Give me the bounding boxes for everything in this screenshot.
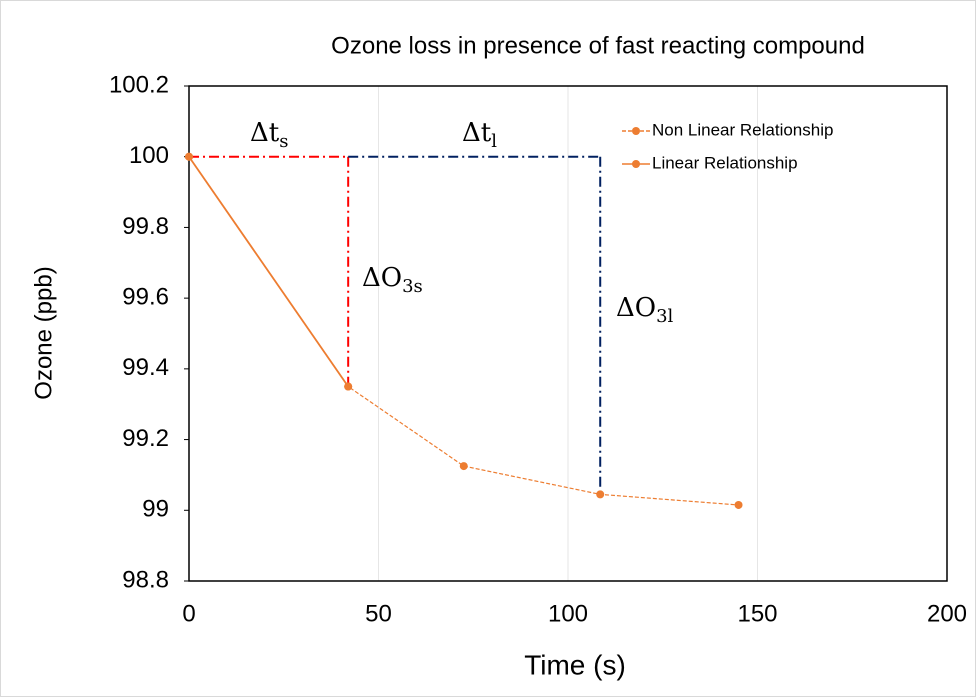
chart-title: Ozone loss in presence of fast reacting … [331,32,865,59]
x-tick-label: 0 [182,600,195,627]
legend-label: Non Linear Relationship [652,120,833,139]
annotation-subscript: s [279,131,288,152]
data-point [459,462,468,471]
annotation-text: ΔO [616,293,656,323]
plot-area [188,85,948,582]
data-point [185,152,193,161]
series-line [188,156,349,388]
x-tick-label: 200 [927,600,967,627]
legend-marker [632,160,640,168]
y-tick-label: 99.8 [122,213,169,240]
annotation: Δtl [462,118,497,152]
y-tick-label: 99 [142,496,169,523]
annotation-subscript: 3s [402,276,423,297]
annotation: Δts [250,118,288,152]
data-point [596,490,605,499]
y-tick-label: 100.2 [109,71,169,98]
y-tick-label: 100 [129,142,169,169]
annotation-text: Δt [250,118,280,148]
annotation-text: ΔO [362,263,402,293]
x-axis-label: Time (s) [524,649,626,680]
annotation-subscript: 3l [656,306,673,327]
x-tick-label: 150 [737,600,777,627]
x-tick-label: 100 [548,600,588,627]
x-tick-label: 50 [365,600,392,627]
annotation-text: Δt [462,118,492,148]
y-tick-label: 99.6 [122,283,169,310]
data-point [344,382,353,391]
annotation: ΔO3s [362,263,423,297]
y-tick-label: 99.4 [122,354,169,381]
y-tick-label: 99.2 [122,425,169,452]
annotation-subscript: l [491,131,497,152]
legend-label: Linear Relationship [652,153,798,172]
y-tick-label: 98.8 [122,566,169,593]
y-axis-label: Ozone (ppb) [30,266,57,399]
annotation: ΔO3l [616,293,674,327]
data-point [734,500,743,509]
legend-marker [632,127,640,135]
